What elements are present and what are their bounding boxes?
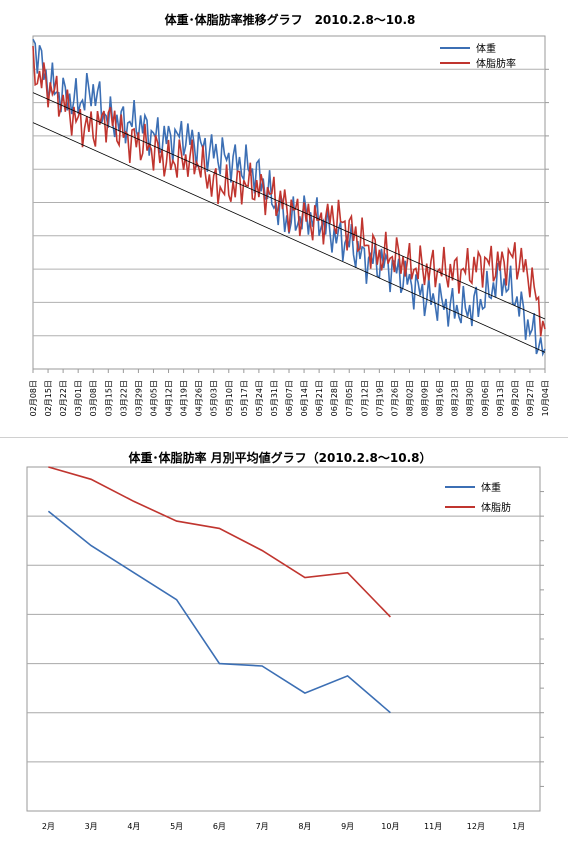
monthly-chart-title: 体重･体脂肪率 月別平均値グラフ（2010.2.8～10.8） (128, 450, 431, 465)
x-tick-label: 12月 (467, 822, 485, 831)
trend-chart-svg: 体重･体脂肪率推移グラフ 2010.2.8～10.8 02月08日 02月15日 0… (29, 12, 550, 416)
x-tick-label: 02月22日 (59, 380, 68, 416)
x-tick-label: 5月 (170, 822, 183, 831)
x-tick-label: 04月19日 (180, 380, 189, 416)
monthly-average-chart: 体重･体脂肪率 月別平均値グラフ（2010.2.8～10.8） 2月 3月 4月 5月… (0, 437, 568, 860)
legend-label: 体脂肪 (481, 501, 511, 514)
series-line-weight (47, 510, 391, 714)
x-tick-label: 05月24日 (255, 380, 264, 416)
x-tick-label: 03月08日 (89, 380, 98, 416)
x-tick-label: 02月08日 (29, 380, 38, 416)
x-tick-label: 08月09日 (421, 380, 430, 416)
weight-bodyfat-trend-chart: 体重･体脂肪率推移グラフ 2010.2.8～10.8 02月08日 02月15日 0… (0, 0, 568, 425)
trend-chart-title: 体重･体脂肪率推移グラフ 2010.2.8～10.8 (165, 12, 416, 27)
x-tick-label: 4月 (127, 822, 140, 831)
series-line-bodyfat (32, 45, 546, 337)
legend-label: 体脂肪率 (476, 57, 516, 70)
x-tick-label: 08月30日 (466, 380, 475, 416)
x-tick-label: 07月26日 (390, 380, 399, 416)
x-tick-label: 10月04日 (541, 380, 550, 416)
x-tick-label: 05月10日 (225, 380, 234, 416)
x-tick-label: 09月06日 (481, 380, 490, 416)
x-tick-label: 06月07日 (285, 380, 294, 416)
x-tick-label: 7月 (256, 822, 269, 831)
trendline-bodyfat (32, 92, 546, 320)
x-tick-label: 10月 (381, 822, 399, 831)
x-tick-label: 05月03日 (210, 380, 219, 416)
x-tick-label: 11月 (424, 822, 442, 831)
x-tick-label: 04月12日 (165, 380, 174, 416)
series-line-bodyfat (48, 466, 391, 618)
x-tick-label: 03月22日 (119, 380, 128, 416)
x-tick-label: 08月23日 (451, 380, 460, 416)
x-tick-label: 07月05日 (345, 380, 354, 416)
x-tick-label: 07月12日 (360, 380, 369, 416)
trendline-weight (32, 122, 546, 353)
x-tick-label: 03月15日 (104, 380, 113, 416)
x-tick-label: 05月17日 (240, 380, 249, 416)
legend-label: 体重 (481, 481, 501, 494)
x-tick-label: 07月19日 (375, 380, 384, 416)
x-tick-label: 08月16日 (436, 380, 445, 416)
x-tick-label: 1月 (512, 822, 525, 831)
x-tick-label: 03月29日 (134, 380, 143, 416)
x-tick-label: 08月02日 (405, 380, 414, 416)
x-tick-label: 03月01日 (74, 380, 83, 416)
x-tick-label: 9月 (341, 822, 354, 831)
x-tick-label: 8月 (298, 822, 311, 831)
x-tick-label: 04月26日 (195, 380, 204, 416)
legend-label: 体重 (476, 42, 496, 55)
plot-frame (26, 466, 541, 812)
x-tick-label: 09月13日 (496, 380, 505, 416)
x-tick-label: 05月31日 (270, 380, 279, 416)
monthly-chart-svg: 体重･体脂肪率 月別平均値グラフ（2010.2.8～10.8） 2月 3月 4月 5月… (26, 450, 544, 831)
x-tick-label: 09月20日 (511, 380, 520, 416)
x-tick-label: 06月21日 (315, 380, 324, 416)
series-line-weight (32, 38, 546, 357)
x-tick-label: 3月 (85, 822, 98, 831)
x-tick-label: 6月 (213, 822, 226, 831)
x-tick-label: 09月27日 (526, 380, 535, 416)
x-tick-label: 06月28日 (330, 380, 339, 416)
x-tick-label: 2月 (42, 822, 55, 831)
x-tick-label: 02月15日 (44, 380, 53, 416)
x-tick-label: 06月14日 (300, 380, 309, 416)
x-tick-label: 04月05日 (149, 380, 158, 416)
